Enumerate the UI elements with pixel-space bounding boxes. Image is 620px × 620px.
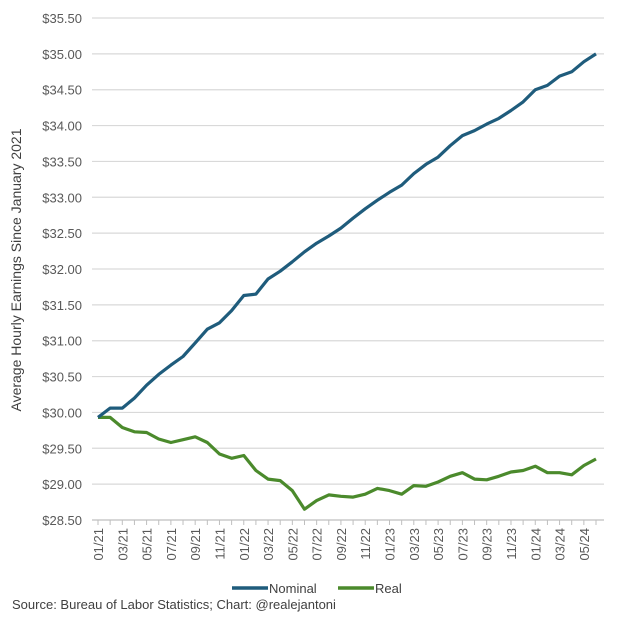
y-tick-label: $34.50 xyxy=(42,83,82,98)
y-tick-label: $29.50 xyxy=(42,441,82,456)
source-note: Source: Bureau of Labor Statistics; Char… xyxy=(12,597,336,612)
y-tick-label: $31.00 xyxy=(42,334,82,349)
x-tick-label: 03/21 xyxy=(115,528,130,561)
y-tick-label: $29.00 xyxy=(42,477,82,492)
y-tick-label: $33.00 xyxy=(42,190,82,205)
legend-label-real: Real xyxy=(375,581,402,596)
x-tick-label: 11/22 xyxy=(358,528,373,560)
x-tick-label: 09/22 xyxy=(334,528,349,561)
x-tick-label: 01/24 xyxy=(528,528,543,561)
series-line-nominal xyxy=(97,52,597,419)
x-tick-label: 05/21 xyxy=(140,528,155,561)
x-tick-label: 03/22 xyxy=(261,528,276,561)
x-tick-label: 07/22 xyxy=(310,528,325,561)
y-tick-label: $28.50 xyxy=(42,513,82,528)
x-tick-label: 03/23 xyxy=(407,528,422,561)
series-line-real xyxy=(98,415,597,511)
y-tick-label: $31.50 xyxy=(42,298,82,313)
y-tick-label: $30.00 xyxy=(42,405,82,420)
y-axis-ticks: $28.50 $29.00 $29.50 $30.00 $30.50 $31.00 $31.… xyxy=(42,11,82,528)
x-tick-label: 05/22 xyxy=(285,528,300,561)
y-tick-label: $35.00 xyxy=(42,47,82,62)
x-tick-label: 01/23 xyxy=(383,528,398,561)
y-tick-label: $34.00 xyxy=(42,119,82,134)
x-tick-label: 11/21 xyxy=(212,528,227,560)
x-tick-label: 09/21 xyxy=(188,528,203,561)
y-axis-label: Average Hourly Earnings Since January 20… xyxy=(8,128,24,411)
x-tick-label: 11/23 xyxy=(504,528,519,560)
x-tick-label: 07/21 xyxy=(164,528,179,561)
x-tick-label: 01/21 xyxy=(91,528,106,561)
y-tick-label: $33.50 xyxy=(42,154,82,169)
y-tick-label: $30.50 xyxy=(42,370,82,385)
x-tick-label: 09/23 xyxy=(480,528,495,561)
x-tick-label: 01/22 xyxy=(237,528,252,561)
y-tick-label: $32.50 xyxy=(42,226,82,241)
x-axis: 01/21 03/21 05/21 07/21 09/21 11/21 01/22 03/22… xyxy=(91,519,604,561)
x-tick-label: 05/24 xyxy=(577,528,592,561)
y-tick-label: $32.00 xyxy=(42,262,82,277)
x-tick-label: 05/23 xyxy=(431,528,446,561)
legend-label-nominal: Nominal xyxy=(269,581,317,596)
x-tick-label: 03/24 xyxy=(553,528,568,561)
y-tick-label: $35.50 xyxy=(42,11,82,26)
x-tick-label: 07/23 xyxy=(455,528,470,561)
gridlines xyxy=(92,17,604,485)
legend: Nominal Real xyxy=(232,581,402,596)
series-lines xyxy=(97,52,597,511)
